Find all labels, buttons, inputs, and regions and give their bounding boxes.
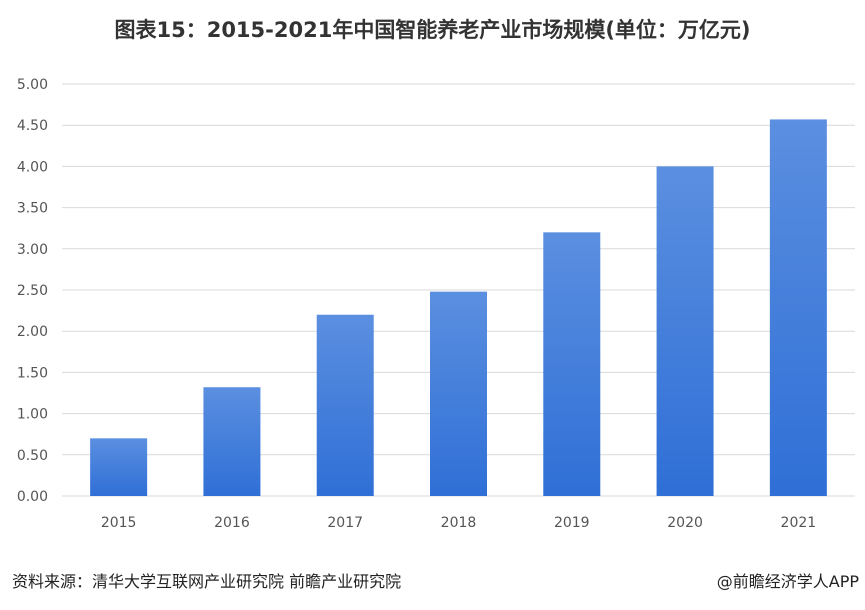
- y-tick-label: 3.50: [17, 201, 48, 217]
- bar-2016: [203, 387, 261, 496]
- bars: [90, 119, 827, 496]
- bar-2015: [90, 438, 148, 496]
- x-tick-label: 2021: [781, 515, 817, 531]
- bar-2020: [656, 166, 714, 496]
- y-tick-label: 5.00: [17, 77, 48, 93]
- y-tick-label: 1.50: [17, 365, 48, 381]
- y-tick-label: 0.50: [17, 448, 48, 464]
- x-tick-label: 2019: [554, 515, 590, 531]
- x-tick-label: 2015: [101, 515, 137, 531]
- y-tick-label: 2.00: [17, 324, 48, 340]
- bar-2019: [543, 232, 601, 496]
- bar-2018: [430, 291, 487, 496]
- x-axis-ticks: 2015 2016 2017 2018 2019 2020 2021: [101, 515, 816, 531]
- y-tick-label: 1.00: [17, 407, 48, 423]
- y-axis-ticks: 0.00 0.50 1.00 1.50 2.00 2.50 3.00 3.50 4.00 4.50…: [17, 77, 48, 505]
- y-tick-label: 4.00: [17, 159, 48, 175]
- y-tick-label: 0.00: [17, 489, 48, 505]
- source-note: 资料来源：清华大学互联网产业研究院 前瞻产业研究院: [12, 572, 402, 591]
- bar-2021: [769, 119, 827, 496]
- x-tick-label: 2018: [441, 515, 477, 531]
- chart-title: 图表15：2015-2021年中国智能养老产业市场规模(单位：万亿元): [114, 18, 751, 42]
- x-tick-label: 2016: [214, 515, 250, 531]
- credit-note: @前瞻经济学人APP: [716, 572, 859, 591]
- y-tick-label: 2.50: [17, 283, 48, 299]
- y-tick-label: 4.50: [17, 118, 48, 134]
- bar-2017: [316, 314, 374, 496]
- bar-chart: 0.00 0.50 1.00 1.50 2.00 2.50 3.00 3.50 4.00 4.50…: [17, 77, 855, 531]
- x-tick-label: 2020: [667, 515, 703, 531]
- x-tick-label: 2017: [327, 515, 363, 531]
- y-tick-label: 3.00: [17, 242, 48, 258]
